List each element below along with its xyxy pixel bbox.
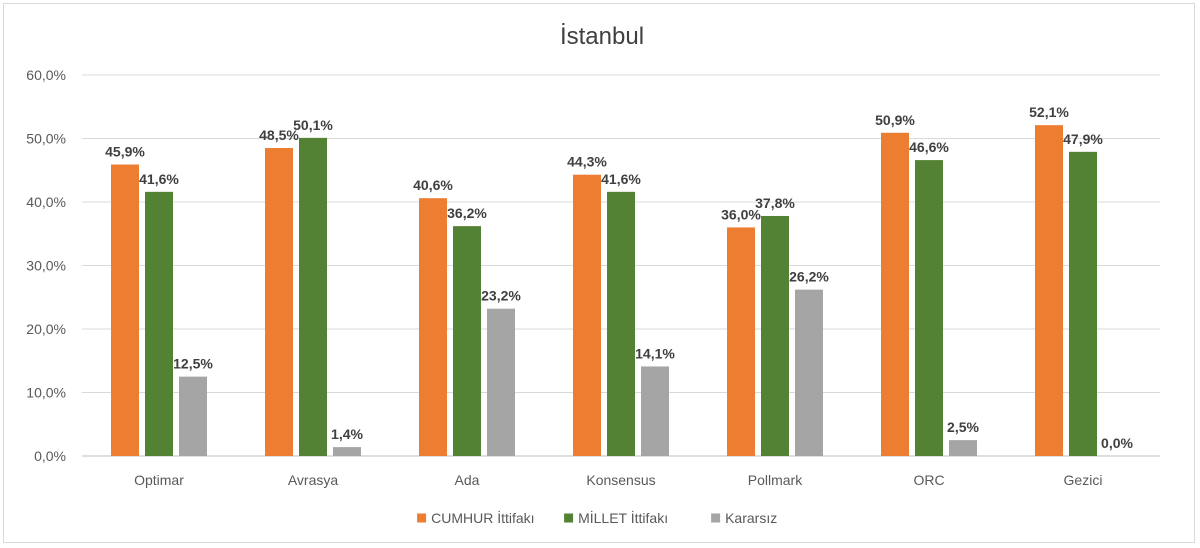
data-label: 45,9% [105, 144, 145, 160]
data-label: 1,4% [331, 426, 363, 442]
data-label: 26,2% [789, 269, 829, 285]
data-label: 52,1% [1029, 104, 1069, 120]
data-label: 41,6% [601, 171, 641, 187]
bar [1035, 125, 1063, 456]
bar [641, 366, 669, 456]
x-tick-label: Konsensus [586, 472, 655, 488]
data-label: 14,1% [635, 345, 675, 361]
bar [573, 174, 601, 456]
bar [145, 191, 173, 456]
data-label: 41,6% [139, 171, 179, 187]
bar [419, 198, 447, 456]
x-tick-label: Ada [455, 472, 480, 488]
data-label: 2,5% [947, 419, 979, 435]
legend-swatch [564, 513, 574, 523]
data-label: 0,0% [1101, 435, 1133, 451]
legend-label: Kararsız [725, 510, 777, 526]
data-label: 47,9% [1063, 131, 1103, 147]
bar [453, 226, 481, 456]
bar [265, 148, 293, 456]
data-label: 36,2% [447, 205, 487, 221]
data-label: 40,6% [413, 177, 453, 193]
x-tick-label: Optimar [134, 472, 184, 488]
data-label: 48,5% [259, 127, 299, 143]
data-label: 50,1% [293, 117, 333, 133]
legend-swatch [417, 513, 427, 523]
y-tick-label: 20,0% [26, 321, 66, 337]
x-tick-label: Pollmark [748, 472, 803, 488]
bar [915, 160, 943, 456]
data-label: 37,8% [755, 195, 795, 211]
data-label: 23,2% [481, 288, 521, 304]
bar [1069, 151, 1097, 456]
legend-swatch [711, 513, 721, 523]
y-axis: 0,0% 10,0% 20,0% 30,0% 40,0% 50,0% 60,0% [26, 67, 66, 464]
y-tick-label: 10,0% [26, 385, 66, 401]
x-tick-label: Avrasya [288, 472, 339, 488]
y-tick-label: 30,0% [26, 258, 66, 274]
legend: CUMHUR İttifakı MİLLET İttifakı Kararsız [417, 509, 777, 526]
data-label: 36,0% [721, 206, 761, 222]
chart-title: İstanbul [560, 23, 644, 50]
data-labels: 45,9% 41,6% 12,5% 48,5%50,1% 1,4% 40,6% 36,2% 2… [105, 104, 1133, 451]
bar [179, 376, 207, 456]
bar [487, 308, 515, 456]
data-label: 46,6% [909, 139, 949, 155]
bar [949, 440, 977, 456]
legend-label: MİLLET İttifakı [578, 509, 668, 526]
bar [795, 289, 823, 456]
legend-label: CUMHUR İttifakı [431, 509, 534, 526]
bar [881, 132, 909, 456]
x-tick-label: Gezici [1064, 472, 1103, 488]
data-label: 50,9% [875, 112, 915, 128]
bar [111, 164, 139, 456]
x-axis: Optimar Avrasya Ada Konsensus Pollmark ORC Gez… [134, 472, 1102, 488]
bar [333, 447, 361, 456]
bar [761, 215, 789, 456]
data-label: 12,5% [173, 356, 213, 372]
bars [111, 125, 1097, 457]
bar [607, 191, 635, 456]
bar [299, 137, 327, 457]
x-tick-label: ORC [913, 472, 944, 488]
y-tick-label: 60,0% [26, 67, 66, 83]
bar [727, 227, 755, 456]
y-tick-label: 0,0% [34, 448, 66, 464]
y-tick-label: 50,0% [26, 131, 66, 147]
y-tick-label: 40,0% [26, 194, 66, 210]
data-label: 44,3% [567, 154, 607, 170]
